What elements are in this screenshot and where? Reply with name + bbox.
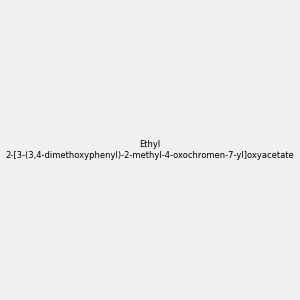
Text: Ethyl 2-[3-(3,4-dimethoxyphenyl)-2-methyl-4-oxochromen-7-yl]oxyacetate: Ethyl 2-[3-(3,4-dimethoxyphenyl)-2-methy…	[6, 140, 294, 160]
